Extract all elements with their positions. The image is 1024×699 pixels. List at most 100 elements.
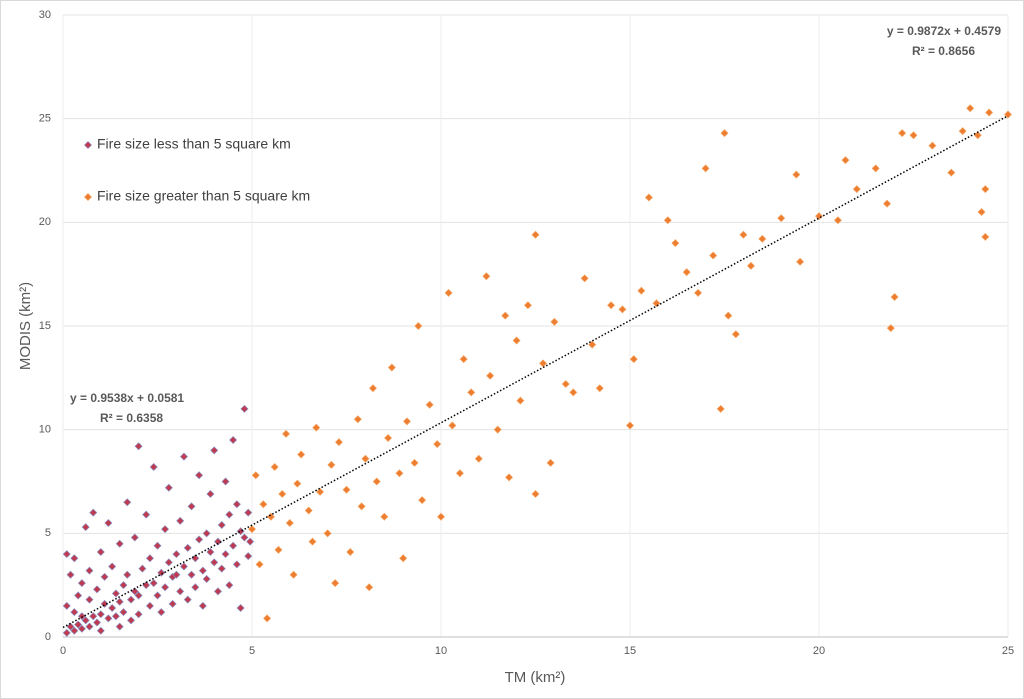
point — [486, 371, 495, 380]
point — [361, 454, 370, 463]
point — [74, 591, 83, 600]
point — [323, 529, 332, 538]
point — [966, 104, 975, 113]
point — [164, 483, 173, 492]
point — [183, 595, 192, 604]
point — [248, 525, 256, 534]
point — [746, 261, 755, 270]
point — [448, 421, 457, 430]
point — [671, 239, 680, 248]
point — [546, 458, 555, 467]
point — [157, 608, 166, 617]
point — [85, 595, 94, 604]
point — [531, 489, 540, 498]
point — [119, 608, 128, 617]
point — [308, 537, 317, 546]
point — [720, 129, 729, 138]
y-tick-label: 25 — [39, 113, 51, 125]
point — [353, 415, 362, 424]
point — [694, 288, 703, 297]
point — [183, 543, 192, 552]
point — [187, 570, 196, 579]
point — [792, 170, 801, 179]
point — [161, 583, 170, 592]
point — [595, 384, 604, 393]
point — [947, 168, 956, 177]
point — [62, 628, 71, 637]
point — [246, 537, 255, 546]
point — [357, 502, 366, 511]
trendline — [62, 115, 1009, 629]
point — [213, 587, 222, 596]
point — [130, 533, 139, 542]
point — [62, 601, 71, 610]
point — [501, 311, 510, 320]
point — [176, 516, 185, 525]
point — [115, 622, 124, 631]
point — [637, 286, 646, 295]
x-axis-title: TM (km²) — [505, 669, 566, 686]
point — [270, 462, 279, 471]
point — [225, 510, 234, 519]
annotation: R² = 0.8656 — [912, 44, 975, 58]
point — [96, 547, 105, 556]
x-tick-label: 15 — [624, 645, 636, 657]
point — [179, 562, 188, 571]
point — [841, 156, 850, 165]
point — [380, 512, 389, 521]
point — [127, 595, 136, 604]
point — [384, 433, 393, 442]
point — [221, 550, 230, 559]
point — [474, 454, 483, 463]
point — [115, 539, 124, 548]
point — [467, 388, 476, 397]
point — [89, 612, 98, 621]
point — [796, 257, 805, 266]
point — [523, 301, 532, 310]
point — [459, 355, 468, 364]
point — [777, 214, 786, 223]
point — [240, 533, 249, 542]
point — [297, 450, 306, 459]
point — [108, 562, 117, 571]
point — [334, 438, 343, 447]
point — [232, 500, 241, 509]
point — [516, 396, 525, 405]
point — [85, 566, 94, 575]
point — [709, 251, 718, 260]
point — [198, 566, 207, 575]
x-tick-label: 5 — [249, 645, 255, 657]
x-tick-label: 0 — [60, 645, 66, 657]
point — [928, 141, 937, 150]
point — [402, 417, 411, 426]
point — [425, 400, 434, 409]
y-tick-label: 20 — [39, 216, 51, 228]
point — [123, 570, 132, 579]
point — [115, 597, 124, 606]
point — [123, 498, 132, 507]
point — [153, 591, 162, 600]
point — [104, 518, 113, 527]
point — [198, 601, 207, 610]
point — [342, 485, 351, 494]
point — [191, 583, 200, 592]
point — [229, 436, 238, 445]
legend-marker — [84, 141, 92, 149]
point — [852, 185, 861, 194]
point — [100, 599, 109, 608]
point — [164, 558, 173, 567]
point — [482, 272, 491, 281]
point — [833, 216, 842, 225]
point — [444, 288, 453, 297]
point — [93, 585, 102, 594]
point — [81, 616, 90, 625]
point — [437, 512, 445, 521]
point — [629, 355, 638, 364]
point — [81, 523, 90, 532]
point — [96, 626, 105, 635]
point — [259, 500, 268, 509]
point — [213, 537, 222, 546]
point — [898, 129, 907, 138]
